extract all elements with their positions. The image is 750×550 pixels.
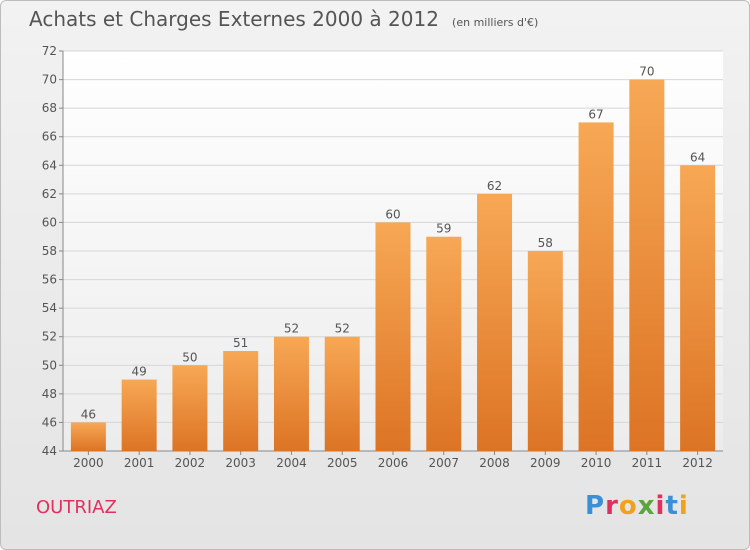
logo-letter: t bbox=[665, 491, 679, 521]
bar-value-label: 67 bbox=[588, 107, 603, 121]
bar-value-label: 59 bbox=[436, 222, 451, 236]
bar bbox=[70, 422, 106, 451]
y-tick-label: 52 bbox=[42, 330, 57, 344]
bar-value-label: 49 bbox=[132, 365, 147, 379]
y-tick-label: 50 bbox=[42, 358, 57, 372]
x-tick-label: 2006 bbox=[378, 456, 409, 470]
bar-value-label: 46 bbox=[81, 407, 96, 421]
chart-subtitle: (en milliers d'€) bbox=[452, 16, 539, 29]
bar-value-label: 64 bbox=[690, 150, 705, 164]
y-tick-label: 56 bbox=[42, 273, 57, 287]
x-tick-label: 2008 bbox=[479, 456, 510, 470]
bar bbox=[527, 251, 563, 451]
bar bbox=[477, 193, 513, 451]
bar bbox=[324, 336, 360, 451]
bar bbox=[629, 79, 665, 452]
x-tick-label: 2005 bbox=[327, 456, 358, 470]
y-tick-label: 64 bbox=[42, 158, 57, 172]
bar-value-label: 50 bbox=[182, 350, 197, 364]
bar bbox=[273, 336, 309, 451]
x-tick-label: 2007 bbox=[428, 456, 459, 470]
y-tick-label: 44 bbox=[42, 444, 57, 458]
place-label: OUTRIAZ bbox=[36, 497, 117, 518]
bar-value-label: 70 bbox=[639, 65, 654, 79]
y-tick-label: 70 bbox=[42, 73, 57, 87]
logo-letter: r bbox=[605, 491, 619, 521]
y-tick-label: 72 bbox=[42, 44, 57, 58]
bar-value-label: 58 bbox=[538, 236, 553, 250]
bar-value-label: 60 bbox=[385, 207, 400, 221]
y-tick-label: 62 bbox=[42, 187, 57, 201]
y-tick-label: 66 bbox=[42, 130, 57, 144]
x-tick-label: 2002 bbox=[175, 456, 206, 470]
y-tick-label: 54 bbox=[42, 301, 57, 315]
x-tick-label: 2003 bbox=[225, 456, 256, 470]
bar bbox=[172, 365, 208, 451]
logo-letter: P bbox=[585, 491, 606, 521]
bar bbox=[375, 222, 411, 451]
chart-title: Achats et Charges Externes 2000 à 2012 bbox=[29, 7, 439, 31]
logo-letter: i bbox=[655, 491, 666, 521]
x-tick-label: 2000 bbox=[73, 456, 104, 470]
logo-letter: o bbox=[618, 491, 638, 521]
proxiti-logo: Proxiti bbox=[585, 491, 689, 521]
y-tick-label: 60 bbox=[42, 215, 57, 229]
logo-letter: x bbox=[637, 491, 656, 521]
bar-value-label: 52 bbox=[284, 322, 299, 336]
bar-value-label: 52 bbox=[335, 322, 350, 336]
bar bbox=[426, 236, 462, 451]
x-tick-label: 2004 bbox=[276, 456, 307, 470]
chart-title-block: Achats et Charges Externes 2000 à 2012 (… bbox=[29, 7, 538, 31]
y-tick-label: 46 bbox=[42, 415, 57, 429]
y-tick-label: 68 bbox=[42, 101, 57, 115]
x-tick-label: 2010 bbox=[581, 456, 612, 470]
x-tick-label: 2012 bbox=[682, 456, 713, 470]
x-tick-label: 2009 bbox=[530, 456, 561, 470]
bar bbox=[680, 165, 716, 452]
bar-value-label: 51 bbox=[233, 336, 248, 350]
x-tick-label: 2011 bbox=[632, 456, 663, 470]
y-tick-label: 48 bbox=[42, 387, 57, 401]
bar bbox=[223, 351, 259, 451]
bar-value-label: 62 bbox=[487, 179, 502, 193]
logo-letter: i bbox=[678, 491, 689, 521]
bar bbox=[121, 379, 157, 451]
y-tick-label: 58 bbox=[42, 244, 57, 258]
bar bbox=[578, 122, 614, 451]
x-tick-label: 2001 bbox=[124, 456, 155, 470]
